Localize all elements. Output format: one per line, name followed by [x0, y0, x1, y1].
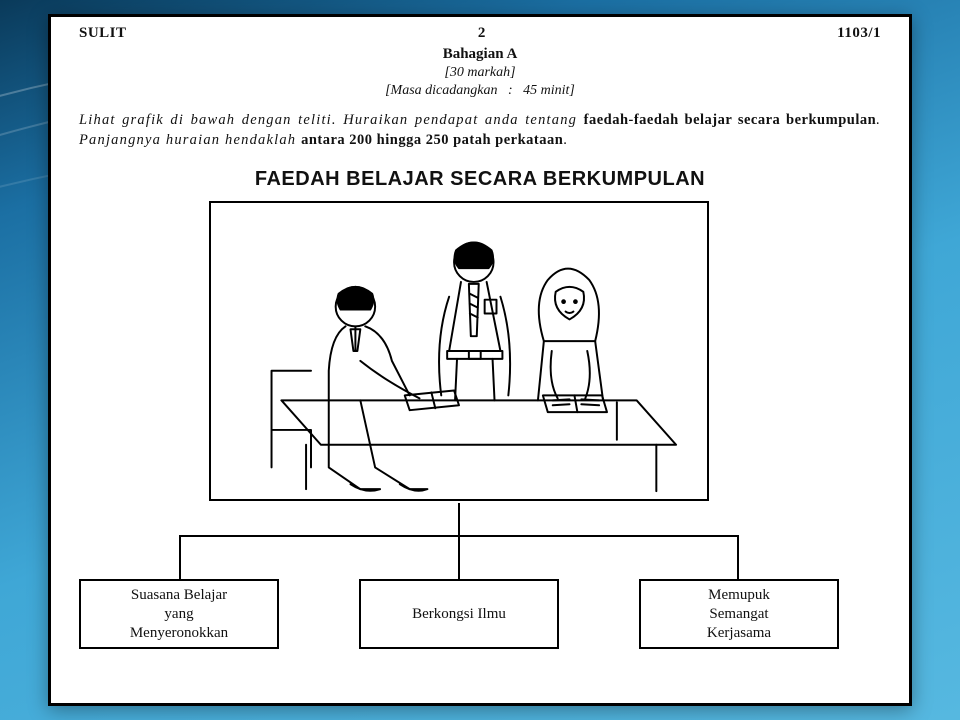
instructions-paragraph: Lihat grafik di bawah dengan teliti. Hur…	[79, 111, 881, 150]
instr-period: .	[563, 132, 568, 148]
connector-stem	[458, 503, 460, 535]
time-sep: :	[508, 83, 513, 98]
section-title: Bahagian A	[79, 46, 881, 63]
instr-bold-length: antara 200 hingga 250 patah perkataan	[301, 132, 563, 148]
students-illustration	[211, 203, 707, 499]
connector-drop-2	[458, 535, 460, 579]
instr-line1: Lihat grafik di bawah dengan teliti. Hur…	[79, 112, 577, 128]
time-value: 45 minit]	[523, 83, 575, 98]
leaf-box-3: Memupuk Semangat Kerjasama	[639, 579, 839, 649]
exam-page-border: SULIT 2 1103/1 Bahagian A [30 markah] [M…	[48, 14, 912, 706]
main-heading: FAEDAH BELAJAR SECARA BERKUMPULAN	[79, 168, 881, 191]
time-prefix: [Masa dicadangkan	[385, 83, 497, 98]
leaf-box-1-label: Suasana Belajar yang Menyeronokkan	[130, 586, 228, 642]
connector-drop-1	[179, 535, 181, 579]
page-header-row: SULIT 2 1103/1	[79, 25, 881, 42]
section-marks: [30 markah]	[444, 65, 515, 80]
connector-drop-3	[737, 535, 739, 579]
section-time: [Masa dicadangkan : 45 minit]	[79, 83, 881, 99]
header-left: SULIT	[79, 25, 127, 42]
header-paper-code: 1103/1	[837, 25, 881, 42]
leaf-box-2-label: Berkongsi Ilmu	[412, 605, 506, 624]
illustration-frame	[209, 201, 709, 501]
instr-bold-topic: faedah-faedah belajar secara berkumpulan	[584, 112, 877, 128]
exam-page: SULIT 2 1103/1 Bahagian A [30 markah] [M…	[51, 17, 909, 703]
header-page-number: 2	[478, 25, 486, 42]
leaf-box-1: Suasana Belajar yang Menyeronokkan	[79, 579, 279, 649]
leaf-box-3-label: Memupuk Semangat Kerjasama	[707, 586, 771, 642]
tree-diagram: Suasana Belajar yang Menyeronokkan Berko…	[79, 201, 881, 671]
leaf-box-2: Berkongsi Ilmu	[359, 579, 559, 649]
